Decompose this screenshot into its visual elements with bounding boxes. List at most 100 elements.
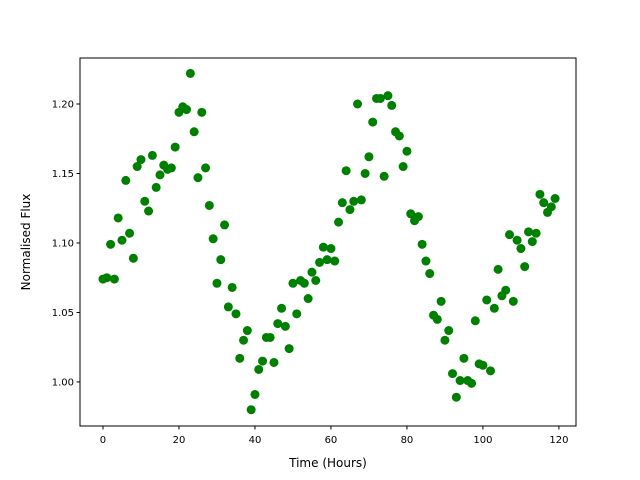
point xyxy=(512,235,522,245)
point xyxy=(478,360,488,370)
point xyxy=(531,228,541,238)
y-tick-label: 1.05 xyxy=(52,308,74,319)
point xyxy=(144,206,154,216)
point xyxy=(387,100,397,110)
point xyxy=(379,171,389,181)
point xyxy=(482,295,492,305)
point xyxy=(147,150,157,160)
point xyxy=(166,163,176,173)
point xyxy=(254,364,264,374)
point xyxy=(136,155,146,165)
point xyxy=(273,319,283,329)
point xyxy=(417,239,427,249)
point xyxy=(311,275,321,285)
point xyxy=(550,194,560,204)
y-axis-label: Normalised Flux xyxy=(19,194,33,291)
point xyxy=(337,198,347,208)
point xyxy=(185,68,195,78)
point xyxy=(345,205,355,215)
point xyxy=(406,209,416,219)
point xyxy=(201,163,211,173)
point xyxy=(303,294,313,304)
point xyxy=(436,296,446,306)
point xyxy=(349,196,359,206)
point xyxy=(489,303,499,313)
point xyxy=(508,296,518,306)
point xyxy=(527,237,537,247)
point xyxy=(330,256,340,266)
x-tick-label: 120 xyxy=(549,435,568,446)
point xyxy=(539,198,549,208)
point xyxy=(125,228,135,238)
point xyxy=(170,142,180,152)
point xyxy=(402,146,412,156)
point xyxy=(258,356,268,366)
point xyxy=(524,227,534,237)
point xyxy=(546,202,556,212)
point xyxy=(375,93,385,103)
point xyxy=(368,117,378,127)
point xyxy=(193,173,203,183)
point xyxy=(231,309,241,319)
point xyxy=(223,302,233,312)
point xyxy=(444,326,454,336)
point xyxy=(117,235,127,245)
y-tick-label: 1.10 xyxy=(52,238,74,249)
point xyxy=(277,303,287,313)
point xyxy=(269,357,279,367)
point xyxy=(383,91,393,101)
x-tick-label: 80 xyxy=(401,435,414,446)
point xyxy=(132,162,142,172)
point xyxy=(516,244,526,254)
point xyxy=(322,255,332,265)
x-tick-label: 40 xyxy=(249,435,262,446)
point xyxy=(360,168,370,178)
point xyxy=(315,257,325,267)
point xyxy=(235,353,245,363)
y-tick-label: 1.00 xyxy=(52,377,74,388)
point xyxy=(413,212,423,222)
point xyxy=(128,253,138,263)
point xyxy=(299,278,309,288)
point xyxy=(197,107,207,117)
point xyxy=(109,274,119,284)
point xyxy=(448,369,458,379)
point xyxy=(307,267,317,277)
point xyxy=(535,189,545,199)
point xyxy=(216,255,226,265)
point xyxy=(326,244,336,254)
x-tick-label: 0 xyxy=(100,435,106,446)
point xyxy=(459,353,469,363)
point xyxy=(467,378,477,388)
point xyxy=(239,335,249,345)
x-tick-label: 60 xyxy=(325,435,338,446)
point xyxy=(421,256,431,266)
point xyxy=(204,200,214,210)
x-tick-label: 100 xyxy=(473,435,492,446)
point xyxy=(242,326,252,336)
point xyxy=(486,366,496,376)
point xyxy=(151,182,161,192)
y-tick-label: 1.20 xyxy=(52,100,74,111)
plot-frame xyxy=(79,57,577,427)
point xyxy=(212,278,222,288)
point xyxy=(121,175,131,185)
point xyxy=(318,242,328,252)
point xyxy=(106,239,116,249)
point xyxy=(394,131,404,141)
x-axis-label: Time (Hours) xyxy=(288,456,367,470)
point xyxy=(292,309,302,319)
point xyxy=(227,282,237,292)
point xyxy=(455,376,465,386)
point xyxy=(265,332,275,342)
point xyxy=(250,389,260,399)
point xyxy=(470,316,480,326)
point xyxy=(208,234,218,244)
point xyxy=(284,344,294,354)
point xyxy=(505,230,515,240)
point xyxy=(353,99,363,109)
point xyxy=(440,335,450,345)
point xyxy=(334,217,344,227)
point xyxy=(102,273,112,283)
